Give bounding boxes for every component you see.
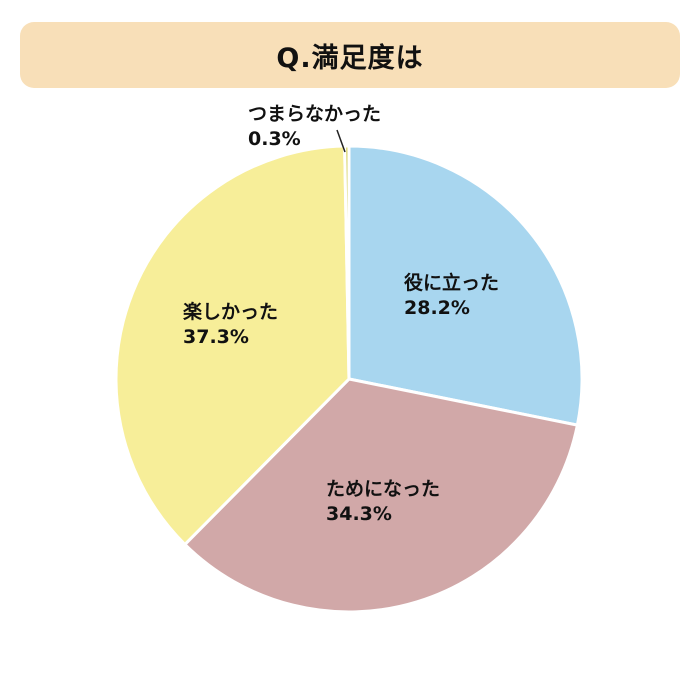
pie-slice — [183, 377, 579, 614]
leader-line — [336, 129, 346, 153]
slice-label: 楽しかった — [183, 300, 278, 323]
pie-slice — [114, 144, 351, 546]
pie-slice — [347, 144, 584, 427]
slice-label: 役に立った — [404, 271, 499, 294]
chart-title: Q.満足度は — [276, 42, 424, 74]
slice-value-label: 34.3% — [326, 503, 392, 525]
slice-label: つまらなかった — [248, 103, 381, 125]
slice-value-label: 37.3% — [183, 326, 249, 348]
pie-slice — [343, 144, 351, 381]
chart-title-banner: Q.満足度は — [20, 22, 680, 88]
slice-label: ためになった — [326, 478, 440, 500]
slice-value-label: 28.2% — [404, 297, 470, 319]
slice-value-label: 0.3% — [248, 128, 301, 150]
